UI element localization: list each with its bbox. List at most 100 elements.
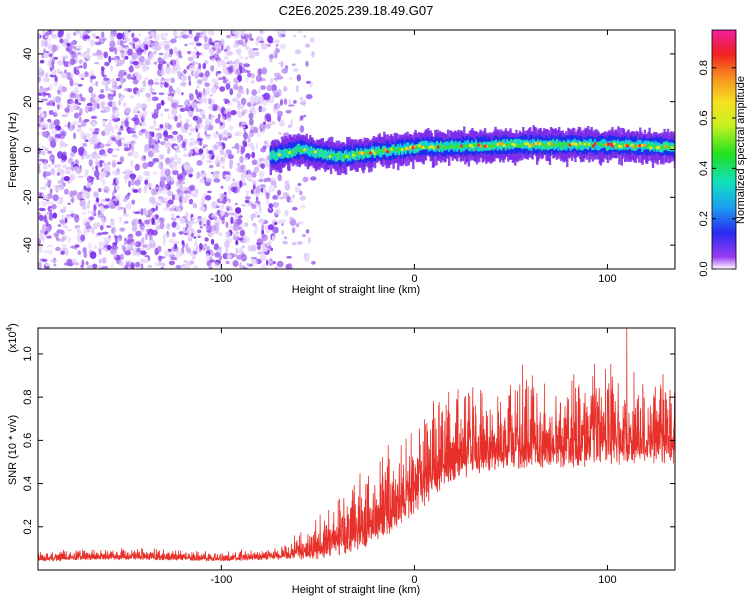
heatmap-cell (182, 30, 187, 34)
heatmap-cell (160, 72, 165, 76)
heatmap-cell (102, 101, 106, 107)
heatmap-cell (158, 92, 165, 96)
heatmap-cell (114, 46, 118, 55)
heatmap-cell (259, 184, 266, 188)
heatmap-cell (44, 182, 47, 189)
heatmap-cell (258, 30, 266, 35)
heatmap-cell (38, 214, 45, 222)
heatmap-cell (135, 107, 140, 113)
heatmap-cell (164, 168, 171, 177)
heatmap-cell (98, 188, 102, 193)
heatmap-cell (213, 172, 220, 179)
heatmap-cell (240, 30, 246, 37)
heatmap-cell (109, 204, 116, 209)
heatmap-cell (168, 260, 175, 266)
heatmap-cell (664, 144, 668, 148)
heatmap-cell (237, 237, 244, 241)
heatmap-cell (74, 159, 79, 166)
heatmap-cell (237, 186, 240, 193)
heatmap-cell (170, 250, 175, 256)
heatmap-cell (161, 61, 167, 64)
heatmap-cell (78, 146, 85, 154)
heatmap-cell (178, 231, 184, 235)
heatmap-cell (477, 143, 480, 152)
heatmap-cell (630, 143, 634, 147)
heatmap-cell (273, 260, 276, 265)
heatmap-cell (458, 141, 461, 150)
heatmap-cell (212, 216, 218, 221)
heatmap-cell (111, 226, 117, 235)
heatmap-cell (243, 128, 246, 133)
heatmap-cell (226, 102, 233, 106)
heatmap-cell (277, 110, 283, 117)
heatmap-cell (84, 139, 89, 143)
heatmap-cell (49, 126, 53, 130)
heatmap-cell (345, 149, 348, 159)
heatmap-cell (124, 220, 129, 224)
heatmap-cell (422, 141, 425, 150)
heatmap-cell (81, 120, 87, 127)
heatmap-cell (158, 52, 164, 56)
heatmap-cell (201, 90, 207, 98)
heatmap-cell (79, 108, 83, 116)
heatmap-cell (232, 178, 235, 182)
heatmap-cell (258, 205, 262, 214)
heatmap-cell (280, 43, 286, 50)
heatmap-cell (99, 205, 102, 209)
heatmap-cell (476, 142, 479, 151)
heatmap-cell (91, 263, 98, 269)
heatmap-cell (210, 86, 217, 94)
heatmap-cell (155, 220, 161, 224)
heatmap-cell (274, 52, 278, 59)
heatmap-cell (535, 140, 538, 150)
heatmap-cell (99, 149, 106, 156)
heatmap-cell (109, 33, 115, 41)
heatmap-cell (256, 244, 261, 251)
heatmap-cell (188, 80, 192, 86)
heatmap-cell (164, 250, 167, 257)
heatmap-cell (192, 194, 198, 197)
heatmap-cell (364, 151, 368, 155)
heatmap-cell (243, 166, 247, 175)
heatmap-cell (119, 207, 125, 210)
heatmap-cell (195, 68, 202, 75)
heatmap-cell (58, 197, 64, 205)
heatmap-cell (425, 140, 427, 150)
heatmap-cell (38, 98, 41, 102)
spectrogram-plot: -100 0 100 -40 -20 0 20 40 Height of straight … (7, 29, 676, 296)
heatmap-cell (285, 263, 290, 269)
heatmap-cell (81, 212, 87, 215)
heatmap-cell (338, 151, 341, 160)
heatmap-cell (303, 252, 310, 260)
heatmap-cell (80, 131, 85, 140)
heatmap-cell (82, 51, 87, 59)
heatmap-cell (142, 162, 149, 170)
heatmap-cell (389, 147, 392, 156)
y-tick-label: -20 (22, 189, 34, 205)
heatmap-cell (151, 30, 155, 37)
heatmap-cell (258, 178, 264, 183)
heatmap-cell (129, 179, 135, 186)
heatmap-cell (259, 95, 264, 104)
heatmap-cell (132, 189, 139, 193)
heatmap-cell (144, 219, 151, 225)
heatmap-cell (89, 137, 96, 145)
heatmap-cell (136, 47, 143, 56)
heatmap-cell (134, 163, 140, 171)
heatmap-cell (78, 53, 84, 57)
heatmap-cell (118, 99, 122, 106)
heatmap-cell (114, 125, 120, 129)
heatmap-cell (80, 97, 86, 102)
heatmap-cell (38, 110, 42, 113)
heatmap-cell (95, 155, 102, 159)
heatmap-cell (210, 65, 215, 72)
heatmap-cell (226, 50, 233, 56)
heatmap-cell (191, 216, 196, 220)
heatmap-cell (255, 142, 259, 150)
heatmap-cell (274, 72, 281, 77)
heatmap-cell (662, 141, 665, 151)
heatmap-cell (213, 243, 219, 251)
heatmap-cell (188, 198, 194, 205)
heatmap-cell (210, 51, 215, 56)
heatmap-cell (278, 131, 282, 135)
